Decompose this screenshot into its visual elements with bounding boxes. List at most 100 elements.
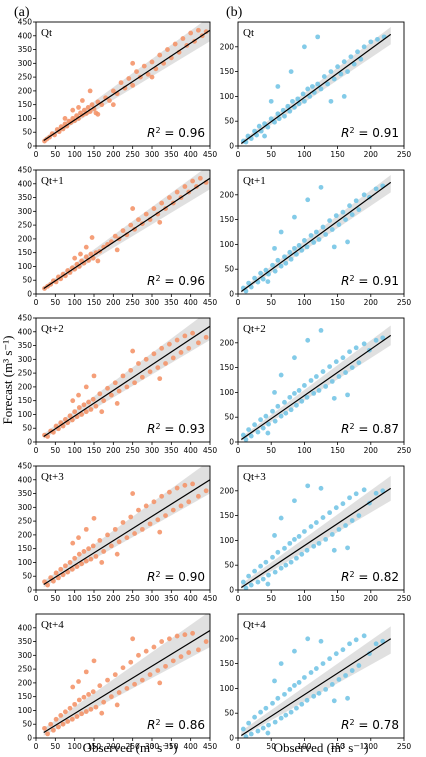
data-point <box>299 701 305 707</box>
data-point <box>272 268 278 274</box>
data-point <box>155 517 161 523</box>
data-point <box>294 555 299 561</box>
data-point <box>93 704 99 710</box>
data-point <box>331 395 337 401</box>
x-tick-label: 200 <box>364 150 379 159</box>
panel-label-b: (b) <box>226 5 243 20</box>
data-point <box>91 658 97 664</box>
chart-panel-a-0: 0 50 100 150 200 250 300 350 400 450 0 50 100 150 200 2… <box>18 18 218 160</box>
data-point <box>76 535 81 541</box>
data-point <box>188 30 194 36</box>
r2-superscript: 2 <box>156 718 161 727</box>
data-point <box>62 563 68 569</box>
x-tick-label: 100 <box>68 150 83 159</box>
data-point <box>246 720 252 726</box>
r2-annotation: R2 = 0.91 <box>341 274 399 289</box>
data-point <box>196 647 201 653</box>
data-point <box>287 249 293 255</box>
y-tick-label: 350 <box>18 489 33 498</box>
y-tick-label: 400 <box>18 623 33 632</box>
x-tick-label: 350 <box>164 742 179 751</box>
x-tick-label: 50 <box>51 594 61 603</box>
y-tick-label: 0 <box>27 142 32 151</box>
data-point <box>305 337 311 343</box>
data-point <box>120 665 126 671</box>
data-point <box>143 648 149 654</box>
data-point <box>80 98 85 103</box>
y-tick-label: 450 <box>18 18 33 27</box>
data-point <box>340 647 346 653</box>
x-tick-label: 150 <box>87 594 102 603</box>
x-tick-label: 300 <box>145 150 160 159</box>
data-point <box>157 529 163 535</box>
data-point <box>316 540 322 546</box>
r2-superscript: 2 <box>156 274 161 283</box>
data-point <box>128 222 134 228</box>
r2-superscript: 2 <box>156 570 161 579</box>
data-point <box>91 373 97 379</box>
data-point <box>243 734 249 738</box>
y-tick-label: 0 <box>27 438 32 447</box>
y-tick-label: 250 <box>18 73 33 82</box>
data-point <box>275 111 281 117</box>
data-point <box>373 186 379 192</box>
data-point <box>335 64 340 70</box>
data-point <box>76 679 81 684</box>
data-point <box>329 532 335 537</box>
data-point <box>349 518 355 523</box>
data-point <box>248 433 254 439</box>
axes-frame <box>237 169 405 295</box>
r2-annotation: R2 = 0.90 <box>147 570 205 585</box>
x-tick-label: 150 <box>87 150 102 159</box>
panel-series-label: Qt <box>41 27 52 39</box>
data-point <box>124 535 130 541</box>
data-point <box>336 527 342 532</box>
data-point <box>265 581 271 587</box>
data-point <box>355 49 360 55</box>
data-point <box>147 672 153 678</box>
data-point <box>130 491 136 496</box>
data-point <box>307 94 313 99</box>
panel-series-label: Qt+3 <box>41 471 64 483</box>
axes-frame <box>35 465 211 591</box>
data-point <box>345 695 350 701</box>
data-point <box>288 256 294 262</box>
data-point <box>318 328 324 333</box>
data-point <box>292 683 297 688</box>
data-point <box>110 102 116 108</box>
data-point <box>358 56 364 62</box>
data-point <box>320 369 326 374</box>
data-point <box>275 549 281 555</box>
data-point <box>97 538 103 543</box>
data-point <box>240 432 246 438</box>
data-point <box>272 245 277 251</box>
data-point <box>296 680 302 685</box>
panel-series-label: Qt+2 <box>41 323 64 335</box>
data-point <box>99 710 105 716</box>
data-point <box>305 197 311 203</box>
data-point <box>130 206 136 211</box>
data-point <box>292 245 297 251</box>
data-point <box>51 727 56 733</box>
data-point <box>132 531 138 536</box>
r2-value: = 0.78 <box>355 718 399 732</box>
y-tick-label: 150 <box>220 363 235 372</box>
x-tick-label: 350 <box>164 446 179 455</box>
data-point <box>83 526 89 532</box>
data-point <box>308 670 314 675</box>
plot-area <box>42 614 210 737</box>
plot-area <box>42 170 210 291</box>
chart-panel-a-3: 0 50 100 150 200 250 300 350 400 450 0 50 100 150 200 2… <box>18 462 218 604</box>
data-point <box>323 384 329 389</box>
y-tick-label: 200 <box>18 234 33 243</box>
data-point <box>128 367 134 373</box>
data-point <box>72 266 78 272</box>
data-point <box>136 507 141 513</box>
confidence-band <box>43 614 210 736</box>
panel-label-a: (a) <box>14 5 30 20</box>
data-point <box>276 116 282 122</box>
confidence-band <box>43 170 210 290</box>
x-tick-label: 250 <box>397 150 412 159</box>
data-point <box>266 572 271 578</box>
